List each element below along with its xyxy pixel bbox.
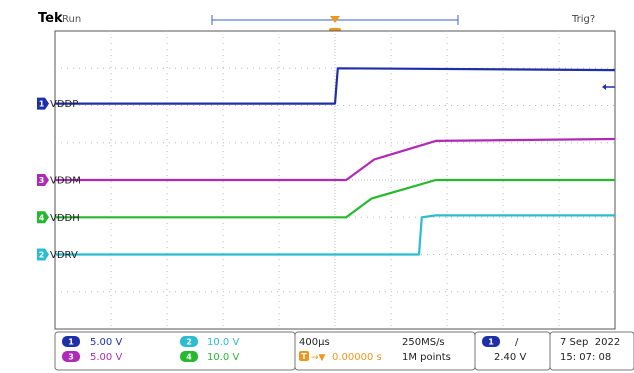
datetime-box: [549, 331, 634, 371]
ch2-scale: 10.0 V: [207, 337, 239, 348]
channel-markers: 1 VDDP 3 VDDM 4 VDDH 2 VDRV: [37, 97, 81, 262]
trigger-position-value: 0.00000 s: [332, 352, 382, 363]
trigger-slope-icon: /: [515, 337, 519, 348]
ch2-trace-label: VDRV: [50, 250, 78, 261]
ch2-marker-icon: [37, 248, 49, 261]
ch4-trace-label: VDDH: [50, 213, 80, 224]
ch1-marker-icon: [37, 97, 49, 110]
ch1-scale-readout[interactable]: 1 5.00 V: [62, 336, 122, 348]
waveform-traces: [55, 67, 616, 256]
ch2-marker-number: 2: [39, 251, 45, 260]
ch4-marker-number: 4: [39, 213, 45, 222]
ch1-ground-marker[interactable]: 1 VDDP: [37, 97, 78, 111]
trigger-status: Trig?: [571, 14, 595, 25]
ch3-trace-label: VDDM: [50, 176, 81, 187]
ch4-number: 4: [186, 353, 192, 362]
ch4-marker-icon: [37, 211, 49, 224]
ch1-trace: [55, 67, 616, 105]
trigger-position-marker-icon: T: [301, 352, 307, 361]
time-readout: 15: 07: 08: [560, 352, 611, 363]
trigger-position-readout: T →▼ 0.00000 s: [299, 351, 382, 363]
sample-rate: 250MS/s: [402, 337, 445, 348]
ch1-trace-label: VDDP: [50, 99, 78, 110]
trigger-source-number: 1: [488, 338, 494, 347]
ch3-scale-readout[interactable]: 3 5.00 V: [62, 351, 122, 363]
ch3-trace: [55, 137, 616, 182]
ch2-number: 2: [186, 338, 192, 347]
acquisition-state: Run: [62, 14, 81, 25]
ch2-ground-marker[interactable]: 2 VDRV: [37, 248, 78, 262]
ch2-trace: [55, 214, 615, 256]
trigger-position-arrow-icon: →▼: [311, 353, 326, 363]
brand-logo: Tek: [38, 11, 63, 26]
ch4-scale: 10.0 V: [207, 352, 239, 363]
trigger-position-icon: [330, 16, 340, 23]
ch4-trace: [55, 178, 615, 219]
horizontal-scale: 400µs: [299, 337, 330, 348]
ch1-marker-number: 1: [39, 100, 45, 109]
ch3-marker-icon: [37, 174, 49, 186]
trigger-level-indicator[interactable]: [602, 84, 615, 90]
ch1-scale: 5.00 V: [90, 337, 122, 348]
trigger-level: 2.40 V: [494, 352, 526, 363]
ch1-number: 1: [68, 338, 74, 347]
ch2-scale-readout[interactable]: 2 10.0 V: [180, 336, 239, 348]
arrow-left-icon: [602, 84, 606, 90]
ch3-number: 3: [68, 353, 74, 362]
ch3-scale: 5.00 V: [90, 352, 122, 363]
readout-panel: 1 5.00 V 3 5.00 V 2 10.0 V 4 10.0 V 400µ…: [54, 331, 634, 371]
ch3-marker-number: 3: [39, 176, 45, 185]
ch4-ground-marker[interactable]: 4 VDDH: [37, 211, 80, 224]
date-readout: 7 Sep 2022: [560, 337, 620, 348]
ch3-ground-marker[interactable]: 3 VDDM: [37, 174, 81, 187]
trigger-source-badge: [482, 336, 500, 347]
ch4-scale-readout[interactable]: 4 10.0 V: [180, 351, 239, 363]
record-length: 1M points: [402, 352, 451, 363]
